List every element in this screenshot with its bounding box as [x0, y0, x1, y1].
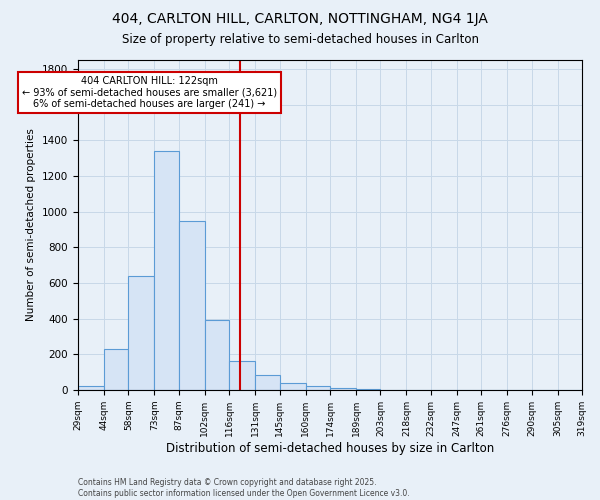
Bar	[154, 151, 179, 390]
Bar	[104, 349, 128, 390]
Text: 404 CARLTON HILL: 122sqm
← 93% of semi-detached houses are smaller (3,621)
6% of: 404 CARLTON HILL: 122sqm ← 93% of semi-d…	[22, 76, 277, 110]
Text: Size of property relative to semi-detached houses in Carlton: Size of property relative to semi-detach…	[121, 32, 479, 46]
Bar	[305, 386, 330, 390]
Bar	[356, 389, 380, 390]
Bar	[78, 386, 104, 390]
Bar	[179, 220, 205, 390]
Bar	[280, 383, 305, 390]
X-axis label: Distribution of semi-detached houses by size in Carlton: Distribution of semi-detached houses by …	[166, 442, 494, 454]
Bar	[128, 276, 154, 390]
Bar	[205, 320, 229, 390]
Text: 404, CARLTON HILL, CARLTON, NOTTINGHAM, NG4 1JA: 404, CARLTON HILL, CARLTON, NOTTINGHAM, …	[112, 12, 488, 26]
Text: Contains HM Land Registry data © Crown copyright and database right 2025.
Contai: Contains HM Land Registry data © Crown c…	[78, 478, 410, 498]
Bar	[330, 388, 356, 390]
Y-axis label: Number of semi-detached properties: Number of semi-detached properties	[26, 128, 37, 322]
Bar	[255, 375, 280, 390]
Bar	[229, 362, 255, 390]
